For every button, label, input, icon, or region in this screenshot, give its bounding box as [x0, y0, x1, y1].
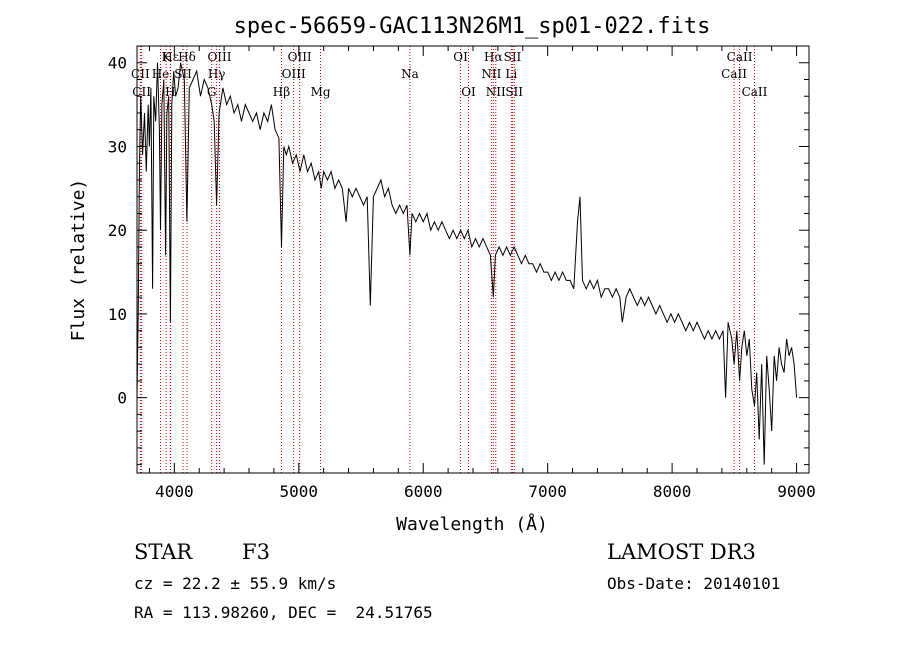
line-label-26: CaII [742, 85, 768, 99]
line-label-3: OIII [207, 50, 231, 64]
line-label-5: OI [453, 50, 468, 64]
x-axis-label: Wavelength (Å) [396, 513, 548, 535]
line-label-20: G [207, 85, 217, 99]
line-label-7: SII [504, 50, 522, 64]
coordinates: RA = 113.98260, DEC = 24.51765 [134, 603, 433, 622]
line-label-23: OI [461, 85, 476, 99]
line-label-13: OIII [282, 67, 306, 81]
line-label-10: He [152, 67, 170, 81]
x-tick-label-2: 6000 [404, 482, 443, 501]
line-label-22: Mg [311, 85, 331, 99]
line-label-17: CaII [721, 67, 747, 81]
series-line-flux [136, 62, 798, 465]
line-label-18: CII [132, 85, 151, 99]
y-tick-label-0: 0 [117, 389, 127, 408]
y-tick-label-4: 40 [108, 54, 127, 73]
axis-ticks: 4000 5000 6000 7000 8000 9000 0 10 20 30 40 [108, 45, 816, 501]
y-tick-label-1: 10 [108, 305, 127, 324]
plot-frame [136, 45, 810, 474]
line-label-1: K [162, 50, 172, 64]
object-subclass: F3 [242, 540, 270, 564]
chart-title: spec-56659-GAC113N26M1_sp01-022.fits [234, 14, 711, 39]
line-label-25: SII [505, 85, 523, 99]
line-label-15: NII [481, 67, 501, 81]
line-label-24: NII [486, 85, 506, 99]
line-label-19: H [165, 85, 175, 99]
x-tick-label-0: 4000 [155, 482, 194, 501]
line-label-14: Na [401, 67, 419, 81]
line-label-4: OIII [288, 50, 312, 64]
y-tick-label-3: 30 [108, 137, 127, 156]
line-label-8: CaII [727, 50, 753, 64]
redshift-value: cz = 22.2 ± 55.9 km/s [134, 574, 337, 593]
object-class: STAR [134, 540, 193, 564]
y-axis-label: Flux (relative) [68, 179, 89, 342]
line-label-2: Hδ [178, 50, 196, 64]
line-label-9: CII [131, 67, 150, 81]
x-tick-label-4: 8000 [653, 482, 692, 501]
line-label-16: Li [505, 67, 517, 81]
x-tick-label-3: 7000 [528, 482, 567, 501]
line-label-6: Hα [484, 50, 503, 64]
y-tick-label-2: 20 [108, 221, 127, 240]
line-label-12: Hγ [208, 67, 226, 81]
series-layer [136, 62, 798, 465]
x-tick-label-1: 5000 [280, 482, 319, 501]
survey-name: LAMOST DR3 [607, 540, 756, 564]
line-label-21: Hβ [273, 85, 290, 99]
observation-date: Obs-Date: 20140101 [607, 574, 781, 593]
x-tick-label-5: 9000 [777, 482, 816, 501]
